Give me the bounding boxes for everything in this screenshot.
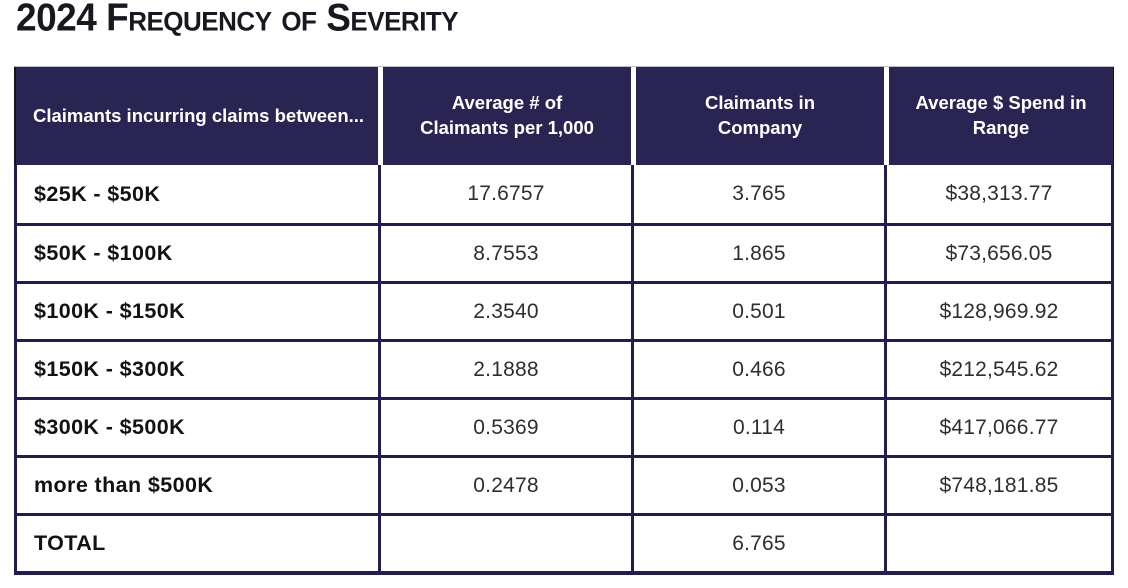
table-row: $50K - $100K 8.7553 1.865 $73,656.05 [17,223,1111,281]
cell-claimants: 0.501 [631,284,884,339]
cell-avg-spend [884,516,1111,571]
table-row: $100K - $150K 2.3540 0.501 $128,969.92 [17,281,1111,339]
cell-avg-spend: $128,969.92 [884,284,1111,339]
cell-avg-per-1000: 17.6757 [378,165,631,223]
frequency-severity-table: Claimants incurring claims between... Av… [14,66,1114,575]
column-header-avg-claimants-per-1000: Average # of Claimants per 1,000 [378,67,631,165]
cell-avg-per-1000: 2.1888 [378,342,631,397]
table-row: more than $500K 0.2478 0.053 $748,181.85 [17,455,1111,513]
cell-avg-per-1000: 0.5369 [378,400,631,455]
table-body: $25K - $50K 17.6757 3.765 $38,313.77 $50… [14,165,1114,575]
cell-range: $300K - $500K [34,415,186,439]
cell-avg-spend: $748,181.85 [884,458,1111,513]
column-header-claimants-in-company: Claimants in Company [631,67,884,165]
cell-claimants: 0.466 [631,342,884,397]
cell-claimants: 0.114 [631,400,884,455]
cell-avg-per-1000 [378,516,631,571]
column-header-claim-range: Claimants incurring claims between... [14,67,378,165]
cell-range: $25K - $50K [34,181,161,206]
cell-avg-per-1000: 8.7553 [378,226,631,281]
table-row: $25K - $50K 17.6757 3.765 $38,313.77 [17,165,1111,223]
table-row: $300K - $500K 0.5369 0.114 $417,066.77 [17,397,1111,455]
cell-avg-spend: $38,313.77 [884,165,1111,223]
table-row: $150K - $300K 2.1888 0.466 $212,545.62 [17,339,1111,397]
cell-avg-per-1000: 2.3540 [378,284,631,339]
cell-claimants-total: 6.765 [631,516,884,571]
cell-avg-spend: $212,545.62 [884,342,1111,397]
cell-claimants: 0.053 [631,458,884,513]
cell-range: more than $500K [34,473,214,497]
table-header-row: Claimants incurring claims between... Av… [14,66,1114,165]
cell-range: $150K - $300K [34,357,186,381]
cell-total-label: TOTAL [34,531,106,555]
column-header-avg-spend-in-range: Average $ Spend in Range [884,67,1114,165]
cell-avg-spend: $73,656.05 [884,226,1111,281]
cell-range: $100K - $150K [34,299,186,323]
cell-range: $50K - $100K [34,241,173,265]
cell-avg-per-1000: 0.2478 [378,458,631,513]
cell-claimants: 1.865 [631,226,884,281]
page-title: 2024 Frequency of Severity [16,0,459,39]
cell-claimants: 3.765 [631,165,884,223]
table-total-row: TOTAL 6.765 [17,513,1111,571]
cell-avg-spend: $417,066.77 [884,400,1111,455]
